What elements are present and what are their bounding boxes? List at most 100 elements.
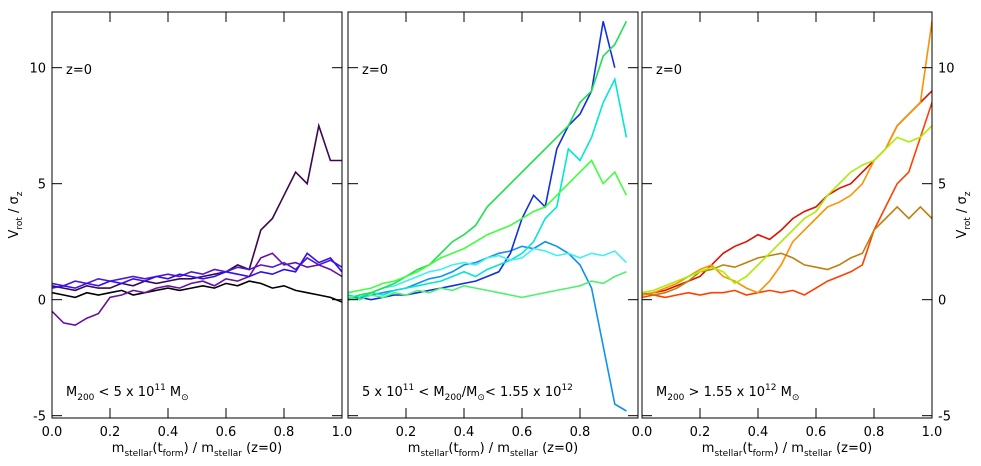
x-tick-label: 0.8 <box>864 425 885 440</box>
series-line <box>348 20 628 301</box>
y-tick-label: 10 <box>29 62 46 77</box>
x-tick-label: 0.6 <box>216 425 237 440</box>
mass-label: M200 > 1.55 x 1012 M⊙ <box>656 383 799 403</box>
label-part: (z=0) <box>832 441 872 456</box>
x-tick-label: 0.8 <box>274 425 295 440</box>
label-part: < 1.55 x 10 <box>485 385 561 400</box>
panel-frame <box>641 11 933 419</box>
x-tick-label: 0.2 <box>690 425 711 440</box>
label-part: ⊙ <box>477 393 485 403</box>
plot-area <box>348 20 628 412</box>
label-part: form <box>753 449 774 459</box>
label-part: V <box>955 230 970 239</box>
y-tick-label: 0 <box>38 294 46 309</box>
label-part: ⊙ <box>181 393 189 403</box>
label-part: (t <box>742 441 752 456</box>
label-part: z <box>963 191 973 196</box>
y-tick-label: -5 <box>938 410 951 425</box>
y-tick-label: -5 <box>33 410 46 425</box>
label-part: m <box>112 441 125 456</box>
label-part: form <box>459 449 480 459</box>
plot-area <box>642 21 932 299</box>
label-part: m <box>408 441 421 456</box>
series-line <box>52 280 342 303</box>
series-line <box>642 102 932 299</box>
label-part: form <box>163 449 184 459</box>
x-tick-label: 0.8 <box>570 425 591 440</box>
label-part: M <box>776 385 791 400</box>
series-line <box>642 125 932 294</box>
label-part: stellar <box>714 449 742 459</box>
label-part: m <box>702 441 715 456</box>
x-tick-label: 1.0 <box>922 425 943 440</box>
label-part: z <box>15 191 25 196</box>
label-part: (z=0) <box>538 441 578 456</box>
label-part: (z=0) <box>242 441 282 456</box>
series-line <box>348 271 627 301</box>
series-line <box>348 247 627 299</box>
series-line <box>348 21 616 301</box>
series-line <box>52 252 342 289</box>
x-tick-label: 0.2 <box>396 425 417 440</box>
label-part: stellar <box>124 449 152 459</box>
label-part: 5 x 10 <box>362 385 403 400</box>
label-part: rot <box>15 217 25 230</box>
x-tick-label: 0.4 <box>158 425 179 440</box>
x-axis-label: mstellar(tform) / mstellar (z=0) <box>408 441 578 459</box>
label-part: M <box>66 385 77 400</box>
label-part: (t <box>152 441 162 456</box>
label-part: stellar <box>420 449 448 459</box>
label-part: 12 <box>561 383 572 393</box>
label-part: (t <box>448 441 458 456</box>
panel-frame <box>51 11 343 419</box>
label-part: 12 <box>765 383 776 393</box>
x-tick-label: 0.6 <box>512 425 533 440</box>
y-tick-label: 10 <box>938 62 955 77</box>
label-part: ⊙ <box>792 393 800 403</box>
x-axis-label: mstellar(tform) / mstellar (z=0) <box>702 441 872 459</box>
y-axis-label: Vrot / σz <box>7 191 25 238</box>
series-line <box>348 159 628 294</box>
x-tick-label: 0.6 <box>806 425 827 440</box>
y-tick-label: 5 <box>938 178 946 193</box>
label-part: M <box>656 385 667 400</box>
label-part: stellar <box>510 449 538 459</box>
label-part: /M <box>462 385 478 400</box>
mass-label: M200 < 5 x 1011 M⊙ <box>66 383 189 403</box>
x-axis-label: mstellar(tform) / mstellar (z=0) <box>112 441 282 459</box>
label-part: ) / m <box>184 441 214 456</box>
series-line <box>642 90 932 296</box>
x-tick-label: 0.4 <box>748 425 769 440</box>
series-line <box>642 21 932 296</box>
panel-frame <box>347 11 639 419</box>
label-part: / σ <box>7 196 22 217</box>
annotation: z=0 <box>362 63 388 78</box>
label-part: 11 <box>154 383 165 393</box>
y-tick-label: 0 <box>938 294 946 309</box>
x-tick-label: 0.0 <box>42 425 63 440</box>
label-part: > 1.55 x 10 <box>684 385 765 400</box>
label-part: / σ <box>955 196 970 217</box>
mass-label: 5 x 1011 < M200/M⊙< 1.55 x 1012 <box>362 383 573 403</box>
label-part: M <box>166 385 181 400</box>
label-part: ) / m <box>480 441 510 456</box>
series-line <box>52 256 342 287</box>
label-part: stellar <box>214 449 242 459</box>
x-tick-label: 0.0 <box>632 425 653 440</box>
x-tick-label: 0.2 <box>100 425 121 440</box>
x-tick-label: 1.0 <box>332 425 353 440</box>
label-part: < M <box>414 385 444 400</box>
label-part: stellar <box>804 449 832 459</box>
annotation: z=0 <box>656 63 682 78</box>
label-part: ) / m <box>774 441 804 456</box>
label-part: 200 <box>667 393 684 403</box>
annotation: z=0 <box>66 63 92 78</box>
series-line <box>52 252 342 327</box>
label-part: 200 <box>445 393 462 403</box>
plot-area <box>52 122 342 327</box>
label-part: 200 <box>77 393 94 403</box>
series-line <box>348 76 628 299</box>
label-part: rot <box>963 217 973 230</box>
